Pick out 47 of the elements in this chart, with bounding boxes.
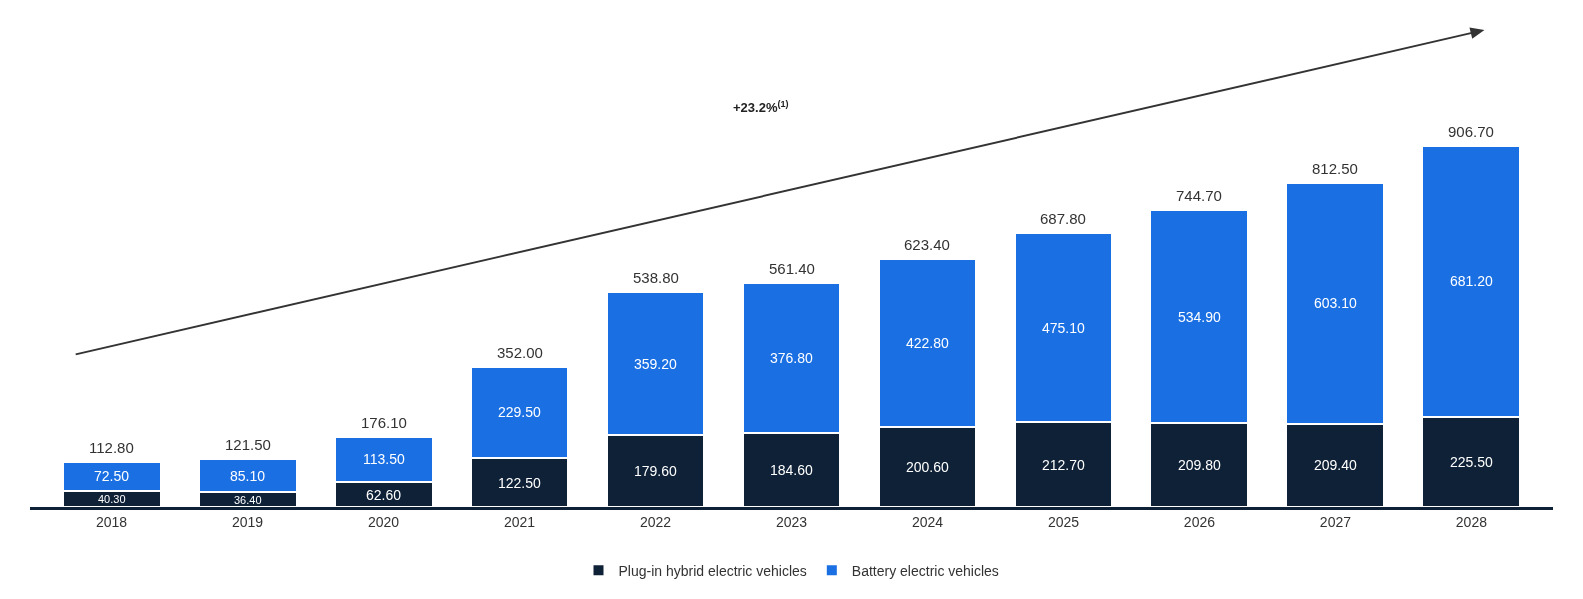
total-label: 176.10 bbox=[361, 414, 407, 431]
data-label: 179.60 bbox=[634, 463, 678, 479]
x-tick-label: 2025 bbox=[1047, 513, 1080, 530]
x-tick-label: 2022 bbox=[639, 513, 672, 530]
data-label: 85.10 bbox=[230, 468, 266, 484]
data-label: 184.60 bbox=[770, 462, 814, 478]
x-tick-label: 2028 bbox=[1455, 513, 1488, 530]
data-label: 229.50 bbox=[498, 404, 542, 420]
data-label: 62.60 bbox=[366, 487, 402, 503]
x-tick-label: 2020 bbox=[367, 513, 400, 530]
total-label: 687.80 bbox=[1040, 210, 1086, 227]
legend-label: Plug-in hybrid electric vehicles bbox=[618, 562, 807, 579]
total-label: 121.50 bbox=[225, 436, 271, 453]
data-label: 209.40 bbox=[1314, 457, 1358, 473]
x-tick-label: 2026 bbox=[1183, 513, 1216, 530]
data-label: 212.70 bbox=[1042, 457, 1086, 473]
data-label: 40.30 bbox=[98, 493, 126, 505]
data-label: 422.80 bbox=[906, 335, 950, 351]
total-label: 906.70 bbox=[1448, 123, 1494, 140]
x-tick-label: 2021 bbox=[503, 513, 536, 530]
data-label: 359.20 bbox=[634, 356, 678, 372]
x-tick-label: 2018 bbox=[96, 513, 128, 530]
data-label: 200.60 bbox=[906, 459, 950, 475]
data-label: 603.10 bbox=[1314, 295, 1358, 311]
data-label: 225.50 bbox=[1450, 454, 1494, 470]
x-tick-label: 2019 bbox=[231, 513, 264, 530]
legend-label: Battery electric vehicles bbox=[851, 562, 999, 579]
data-label: 376.80 bbox=[770, 350, 814, 366]
total-label: 538.80 bbox=[633, 269, 679, 286]
x-tick-label: 2023 bbox=[775, 513, 808, 530]
total-label: 812.50 bbox=[1312, 160, 1358, 177]
data-label: 681.20 bbox=[1450, 273, 1494, 289]
x-tick-label: 2027 bbox=[1319, 513, 1352, 530]
data-label: 534.90 bbox=[1178, 309, 1222, 325]
data-label: 475.10 bbox=[1042, 320, 1086, 336]
text: +23.2%$^{(1)}$ bbox=[733, 99, 789, 116]
total-label: 352.00 bbox=[497, 344, 543, 361]
x-tick-label: 2024 bbox=[911, 513, 944, 530]
data-label: 72.50 bbox=[94, 468, 130, 484]
data-label: 209.80 bbox=[1178, 457, 1222, 473]
total-label: 112.80 bbox=[89, 439, 134, 456]
total-label: 623.40 bbox=[904, 236, 950, 253]
total-label: 744.70 bbox=[1176, 187, 1222, 204]
data-label: 113.50 bbox=[363, 451, 405, 467]
data-label: 36.40 bbox=[234, 494, 262, 506]
total-label: 561.40 bbox=[769, 260, 815, 277]
data-label: 122.50 bbox=[498, 475, 542, 491]
